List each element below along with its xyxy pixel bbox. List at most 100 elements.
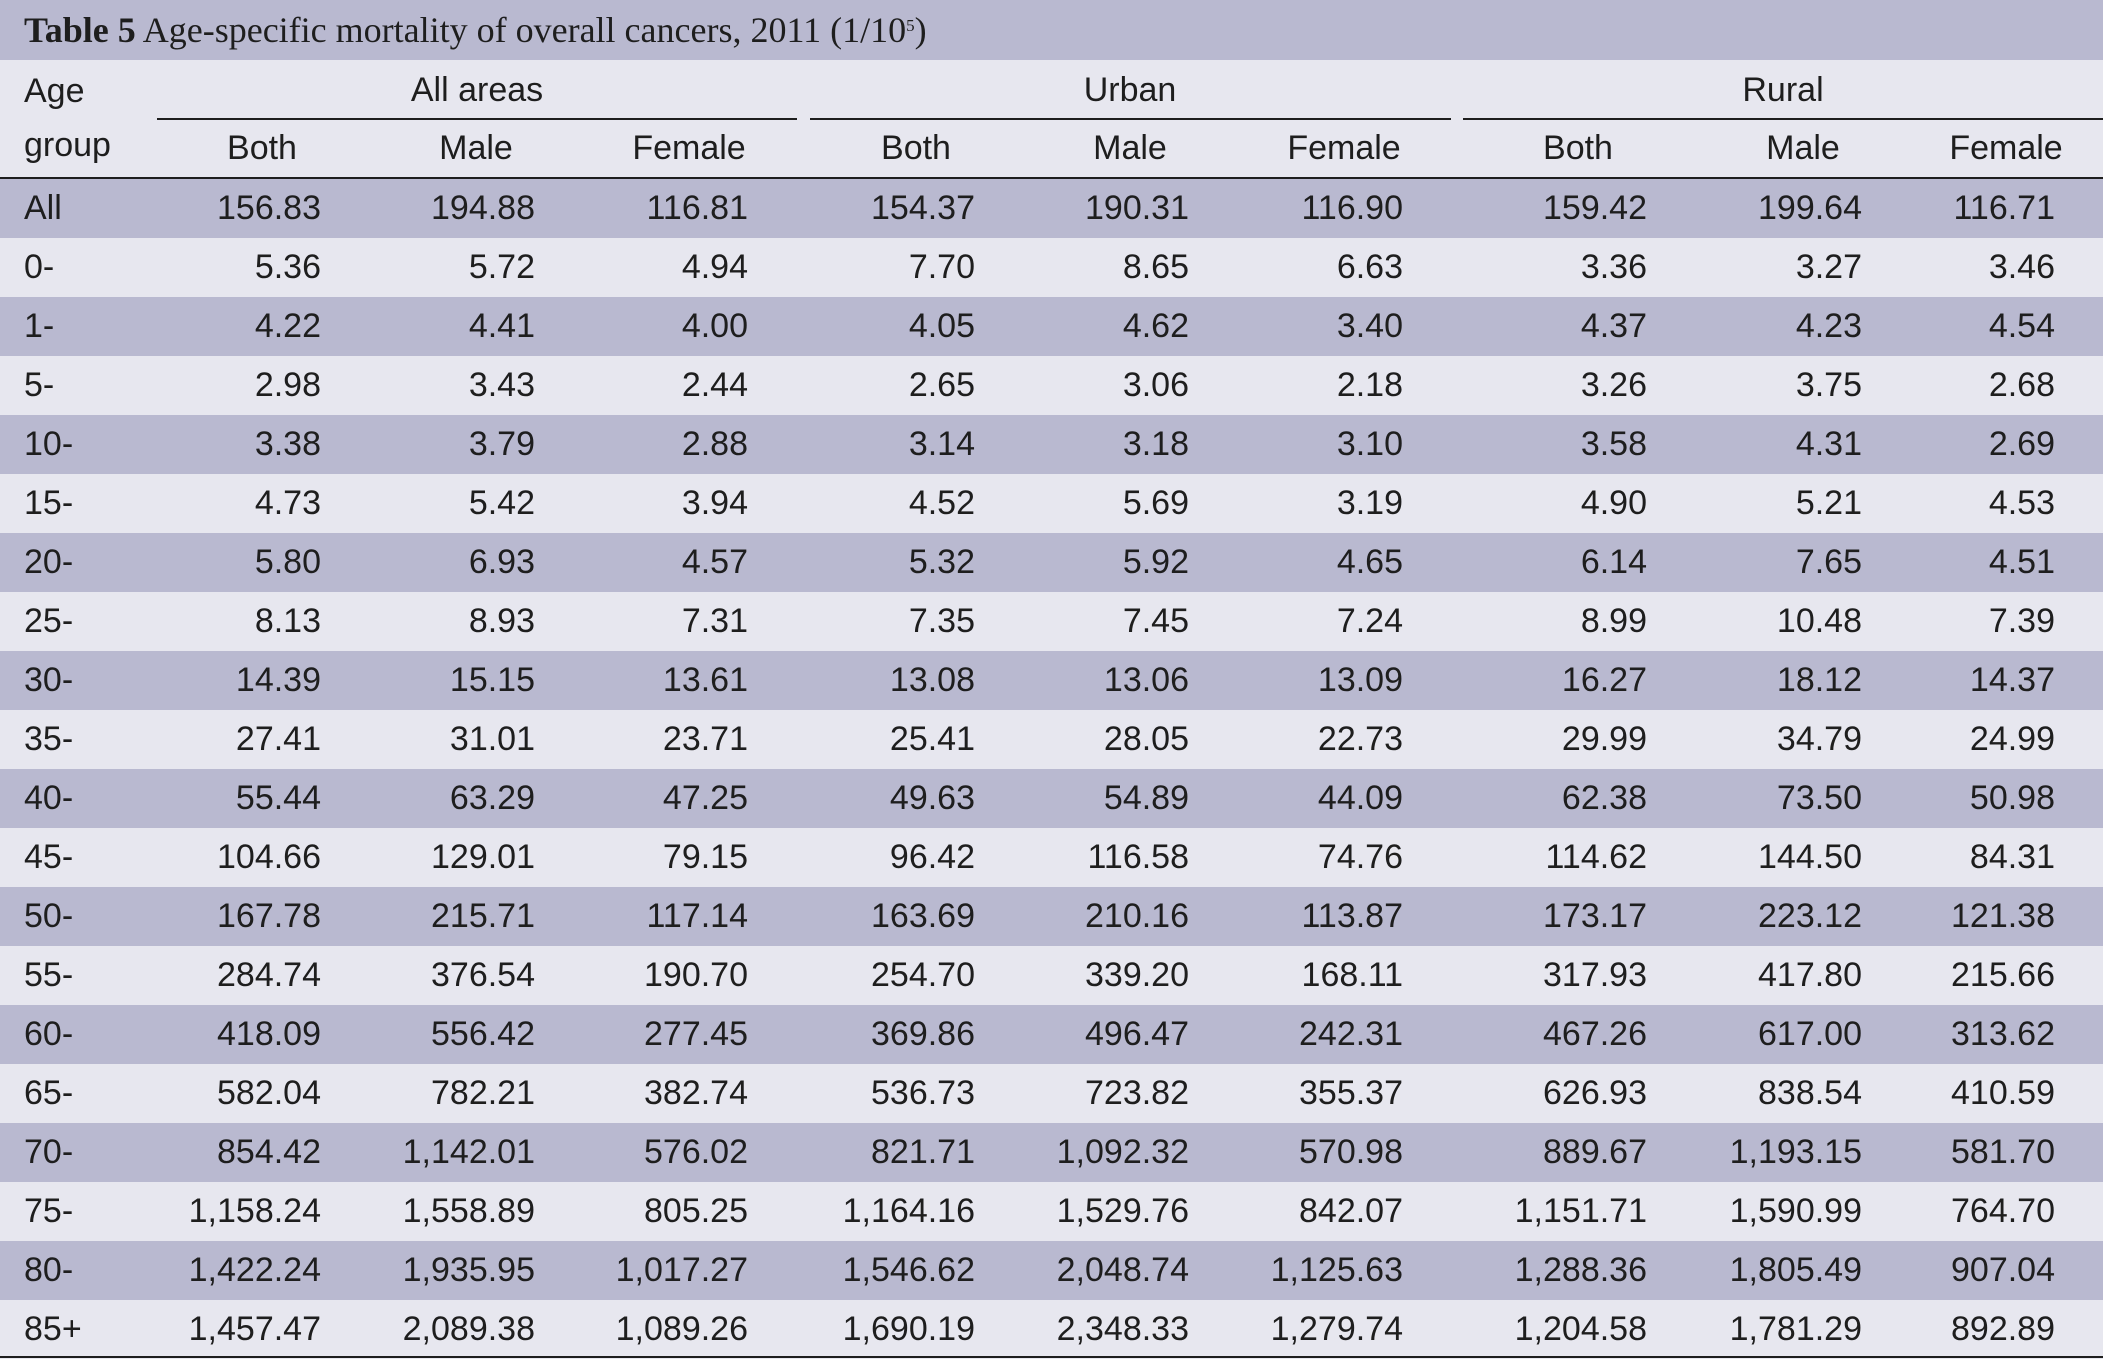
table-cell: 129.01 (431, 838, 535, 876)
table-cell: 723.82 (1085, 1074, 1189, 1112)
table-cell: 2.65 (908, 366, 975, 404)
table-cell: 4.62 (1122, 307, 1189, 345)
table-cell: 3.27 (1795, 248, 1862, 286)
table-cell: 1,546.62 (842, 1251, 975, 1289)
table-row: 70- 854.42 1,142.01 576.02 821.71 1,092.32 570… (0, 1123, 2103, 1182)
table-caption-bar (0, 0, 2103, 60)
table-cell: 3.06 (1122, 366, 1189, 404)
table-cell: 467.26 (1543, 1015, 1647, 1053)
table-cell: 3.26 (1580, 366, 1647, 404)
row-label-age-group: 25- (24, 602, 74, 640)
row-label-age-group: 45- (24, 838, 74, 876)
subheader-urban-female: Female (1287, 129, 1401, 167)
table-cell: 4.05 (908, 307, 975, 345)
table-cell: 215.66 (1951, 956, 2055, 994)
table-cell: 764.70 (1951, 1192, 2055, 1230)
table-cell: 24.99 (1969, 720, 2055, 758)
table-cell: 4.37 (1580, 307, 1647, 345)
table-row: All 156.83 194.88 116.81 154.37 190.31 116.90 1… (0, 179, 2103, 238)
table-cell: 163.69 (871, 897, 975, 935)
table-cell: 4.51 (1988, 543, 2055, 581)
table-cell: 199.64 (1758, 189, 1862, 227)
table-row: 65- 582.04 782.21 382.74 536.73 723.82 355.37 6… (0, 1064, 2103, 1123)
table-cell: 8.93 (468, 602, 535, 640)
table-row: 40- 55.44 63.29 47.25 49.63 54.89 44.09 62.38 73… (0, 769, 2103, 828)
table-row: 15- 4.73 5.42 3.94 4.52 5.69 3.19 4.90 5.21 4.53 (0, 474, 2103, 533)
group-rule-all-areas (157, 118, 797, 120)
table-row: 45- 104.66 129.01 79.15 96.42 116.58 74.76 114.… (0, 828, 2103, 887)
table-cell: 5.80 (254, 543, 321, 581)
table-cell: 210.16 (1085, 897, 1189, 935)
table-cell: 242.31 (1299, 1015, 1403, 1053)
table-cell: 626.93 (1543, 1074, 1647, 1112)
table-cell: 7.65 (1795, 543, 1862, 581)
table-cell: 14.39 (235, 661, 321, 699)
table-cell: 1,204.58 (1514, 1310, 1647, 1348)
table-cell: 5.69 (1122, 484, 1189, 522)
table-cell: 10.48 (1776, 602, 1862, 640)
row-label-age-group: 60- (24, 1015, 74, 1053)
table-cell: 2.98 (254, 366, 321, 404)
group-rule-rural (1463, 118, 2103, 120)
table-cell: 3.75 (1795, 366, 1862, 404)
table-cell: 116.90 (1301, 189, 1403, 227)
table-cell: 2.18 (1336, 366, 1403, 404)
table-cell: 159.42 (1543, 189, 1647, 227)
table-cell: 339.20 (1085, 956, 1189, 994)
table-cell: 254.70 (871, 956, 975, 994)
table-cell: 121.38 (1951, 897, 2055, 935)
table-cell: 1,781.29 (1729, 1310, 1862, 1348)
table-cell: 4.41 (468, 307, 535, 345)
table-cell: 173.17 (1543, 897, 1647, 935)
table-cell: 1,017.27 (615, 1251, 748, 1289)
row-header-age: Age (24, 72, 85, 110)
table-cell: 18.12 (1776, 661, 1862, 699)
table-cell: 418.09 (217, 1015, 321, 1053)
table-cell: 1,457.47 (188, 1310, 321, 1348)
table-cell: 156.83 (217, 189, 321, 227)
table-cell: 3.79 (468, 425, 535, 463)
table-cell: 113.87 (1301, 897, 1403, 935)
table-cell: 3.14 (908, 425, 975, 463)
table-cell: 821.71 (871, 1133, 975, 1171)
table-cell: 1,193.15 (1729, 1133, 1862, 1171)
row-label-age-group: 30- (24, 661, 74, 699)
table-row: 60- 418.09 556.42 277.45 369.86 496.47 242.31 4… (0, 1005, 2103, 1064)
table-cell: 144.50 (1758, 838, 1862, 876)
row-label-age-group: 10- (24, 425, 74, 463)
row-label-age-group: 80- (24, 1251, 74, 1289)
table-cell: 1,125.63 (1270, 1251, 1403, 1289)
table-cell: 7.24 (1336, 602, 1403, 640)
table-cell: 1,151.71 (1514, 1192, 1647, 1230)
table-cell: 114.62 (1545, 838, 1647, 876)
table-cell: 1,590.99 (1729, 1192, 1862, 1230)
table-cell: 376.54 (431, 956, 535, 994)
table-cell: 4.00 (681, 307, 748, 345)
table-cell: 215.71 (431, 897, 535, 935)
table-cell: 1,089.26 (615, 1310, 748, 1348)
table-cell: 7.70 (908, 248, 975, 286)
table-cell: 168.11 (1301, 956, 1403, 994)
table-cell: 317.93 (1543, 956, 1647, 994)
table-cell: 27.41 (235, 720, 321, 758)
table-cell: 154.37 (871, 189, 975, 227)
table-cell: 313.62 (1951, 1015, 2055, 1053)
table-cell: 1,690.19 (842, 1310, 975, 1348)
table-cell: 13.08 (889, 661, 975, 699)
table-caption: Table 5 Age-specific mortality of overal… (24, 8, 927, 52)
table-caption-number: Table 5 (24, 10, 136, 50)
table-cell: 50.98 (1969, 779, 2055, 817)
subheader-rural-both: Both (1543, 129, 1613, 167)
table-cell: 369.86 (871, 1015, 975, 1053)
table-row: 25- 8.13 8.93 7.31 7.35 7.45 7.24 8.99 10.48 7.39 (0, 592, 2103, 651)
table-cell: 44.09 (1317, 779, 1403, 817)
table-cell: 74.76 (1317, 838, 1403, 876)
table-cell: 1,158.24 (188, 1192, 321, 1230)
table-row: 10- 3.38 3.79 2.88 3.14 3.18 3.10 3.58 4.31 2.69 (0, 415, 2103, 474)
row-label-age-group: 40- (24, 779, 74, 817)
row-label-age-group: 5- (24, 366, 55, 404)
table-cell: 8.99 (1580, 602, 1647, 640)
row-label-age-group: 70- (24, 1133, 74, 1171)
table-cell: 13.06 (1103, 661, 1189, 699)
table-cell: 410.59 (1951, 1074, 2055, 1112)
